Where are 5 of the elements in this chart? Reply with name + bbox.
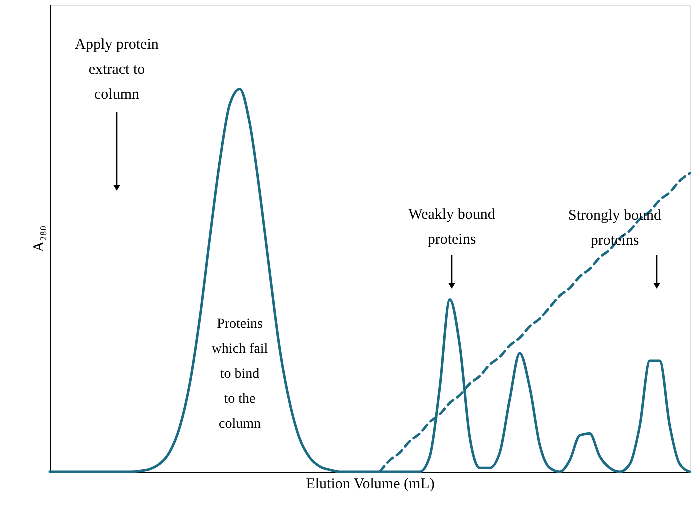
annotation: Proteins which fail to bind to the column (212, 317, 268, 432)
annotation: Apply protein extract to column (75, 37, 160, 103)
y-axis-title: A₂₈₀ (32, 226, 48, 252)
annotation: Weakly bound proteins (408, 207, 496, 248)
x-axis-title: Elution Volume (mL) (306, 476, 435, 492)
